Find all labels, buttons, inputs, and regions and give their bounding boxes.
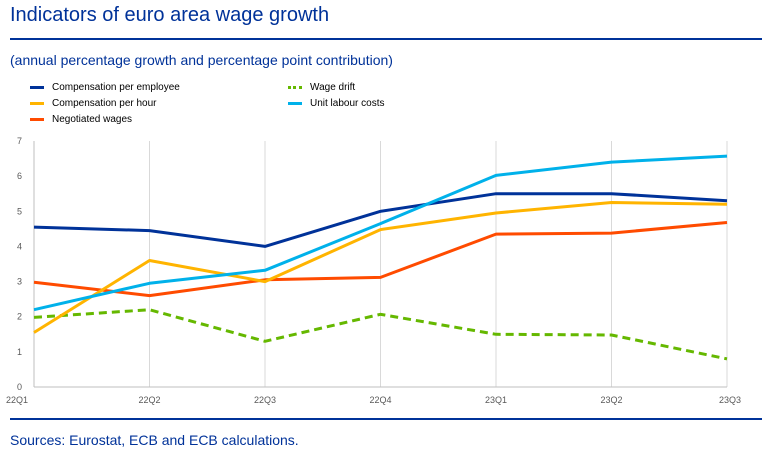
x-tick-label-22Q4: 22Q4 bbox=[369, 395, 391, 405]
y-tick-label-2: 2 bbox=[17, 312, 22, 322]
legend-label-unit-labour-costs: Unit labour costs bbox=[310, 97, 385, 109]
legend-item-compensation-per-hour: Compensation per hour bbox=[30, 96, 157, 110]
y-tick-label-4: 4 bbox=[17, 241, 22, 251]
x-tick-label-23Q2: 23Q2 bbox=[600, 395, 622, 405]
legend: Compensation per employee Compensation p… bbox=[30, 80, 550, 130]
legend-swatch-wage-drift bbox=[288, 85, 302, 89]
y-tick-label-1: 1 bbox=[17, 347, 22, 357]
sources-divider bbox=[10, 418, 762, 420]
legend-label-compensation-per-hour: Compensation per hour bbox=[52, 97, 157, 109]
legend-swatch-compensation-per-hour bbox=[30, 101, 44, 105]
y-tick-label-5: 5 bbox=[17, 206, 22, 216]
x-tick-label-22Q2: 22Q2 bbox=[138, 395, 160, 405]
series-line-negotiated-wages bbox=[33, 221, 728, 298]
x-tick-label-22Q1: 22Q1 bbox=[6, 395, 28, 405]
legend-item-negotiated-wages: Negotiated wages bbox=[30, 112, 132, 126]
sources-note: Sources: Eurostat, ECB and ECB calculati… bbox=[10, 432, 299, 448]
y-tick-label-3: 3 bbox=[17, 277, 22, 287]
chart-subtitle: (annual percentage growth and percentage… bbox=[10, 52, 393, 68]
legend-item-unit-labour-costs: Unit labour costs bbox=[288, 96, 384, 110]
series-line-wage-drift bbox=[33, 308, 728, 361]
legend-label-wage-drift: Wage drift bbox=[310, 81, 356, 93]
x-tick-label-22Q3: 22Q3 bbox=[254, 395, 276, 405]
y-tick-label-6: 6 bbox=[17, 171, 22, 181]
y-tick-label-0: 0 bbox=[17, 382, 22, 392]
legend-item-compensation-per-employee: Compensation per employee bbox=[30, 80, 180, 94]
legend-swatch-negotiated-wages bbox=[30, 117, 44, 121]
legend-label-compensation-per-employee: Compensation per employee bbox=[52, 81, 180, 93]
series-line-compensation-per-hour bbox=[33, 201, 728, 334]
legend-label-negotiated-wages: Negotiated wages bbox=[52, 113, 133, 125]
series-line-unit-labour-costs bbox=[33, 154, 728, 312]
legend-swatch-compensation-per-employee bbox=[30, 85, 44, 89]
legend-swatch-unit-labour-costs bbox=[288, 101, 302, 105]
chart-title: Indicators of euro area wage growth bbox=[10, 4, 330, 26]
series-line-compensation-per-employee bbox=[33, 192, 728, 248]
legend-item-wage-drift: Wage drift bbox=[288, 80, 355, 94]
title-divider bbox=[10, 38, 762, 40]
x-tick-label-23Q3: 23Q3 bbox=[719, 395, 741, 405]
y-tick-label-7: 7 bbox=[17, 136, 22, 146]
x-tick-label-23Q1: 23Q1 bbox=[485, 395, 507, 405]
